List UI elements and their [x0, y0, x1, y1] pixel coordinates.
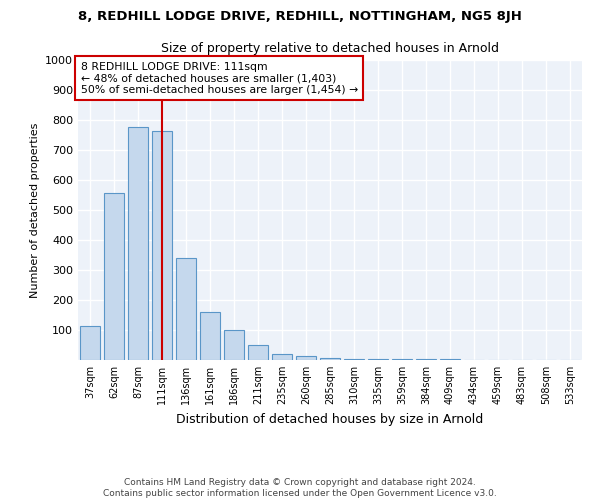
- Bar: [368, 359, 388, 360]
- Bar: [248, 345, 268, 360]
- Bar: [152, 130, 172, 360]
- Y-axis label: Number of detached properties: Number of detached properties: [29, 122, 40, 298]
- Text: 8, REDHILL LODGE DRIVE, REDHILL, NOTTINGHAM, NG5 8JH: 8, REDHILL LODGE DRIVE, REDHILL, NOTTING…: [78, 10, 522, 23]
- Text: 8 REDHILL LODGE DRIVE: 111sqm
← 48% of detached houses are smaller (1,403)
50% o: 8 REDHILL LODGE DRIVE: 111sqm ← 48% of d…: [80, 62, 358, 94]
- Bar: [200, 312, 220, 360]
- Bar: [80, 326, 100, 360]
- Bar: [128, 126, 148, 360]
- Bar: [392, 359, 412, 360]
- Bar: [176, 258, 196, 360]
- Bar: [344, 358, 364, 360]
- Text: Contains HM Land Registry data © Crown copyright and database right 2024.
Contai: Contains HM Land Registry data © Crown c…: [103, 478, 497, 498]
- Bar: [296, 356, 316, 360]
- Bar: [104, 192, 124, 360]
- Bar: [320, 358, 340, 360]
- Bar: [224, 330, 244, 360]
- X-axis label: Distribution of detached houses by size in Arnold: Distribution of detached houses by size …: [176, 412, 484, 426]
- Bar: [272, 354, 292, 360]
- Title: Size of property relative to detached houses in Arnold: Size of property relative to detached ho…: [161, 42, 499, 54]
